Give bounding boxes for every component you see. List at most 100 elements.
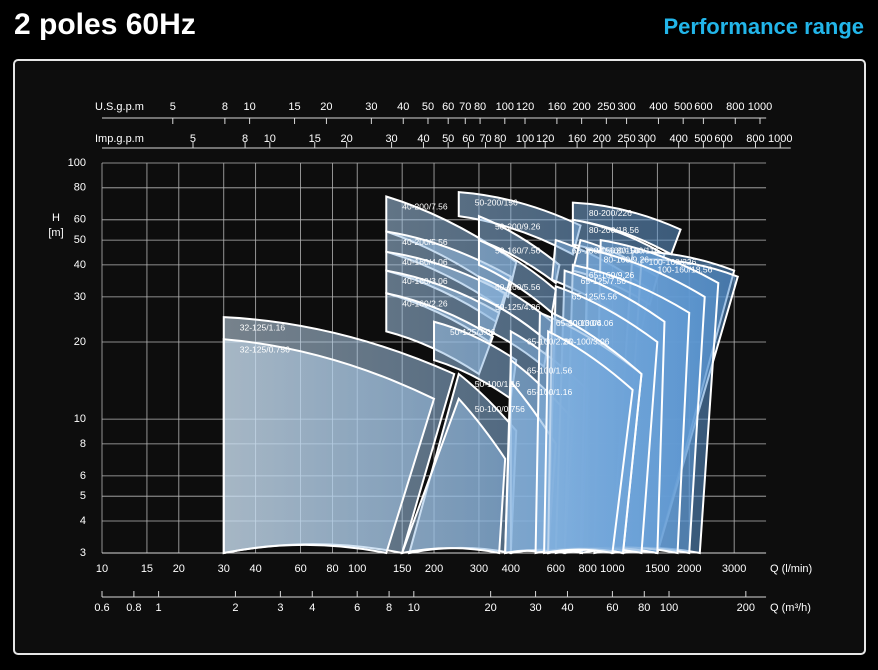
- m3h-tick-label: 20: [485, 602, 497, 614]
- range-label: 50-160/5.56: [495, 282, 541, 292]
- range-label: 50-200/9.26: [495, 221, 541, 231]
- range-label: 65-125/7.56: [581, 276, 627, 286]
- imp-gpm-tick-label: 600: [714, 133, 732, 145]
- range-label: 50-200/156: [475, 197, 518, 207]
- m3h-axis-label: Q (m³/h): [770, 602, 811, 614]
- m3h-tick-label: 30: [529, 602, 541, 614]
- us-gpm-tick-label: 8: [222, 101, 228, 113]
- regions: 32-125/1.16 32-125/0.756 40-200/7.56 40-200…: [222, 190, 740, 555]
- m3h-tick-label: 4: [309, 602, 315, 614]
- range-label: 65-160/156: [572, 245, 615, 255]
- m3h-tick-label: 3: [277, 602, 283, 614]
- x-tick-label: 20: [173, 563, 185, 575]
- us-gpm-tick-label: 500: [674, 101, 692, 113]
- range-label: 50-100/1.16: [475, 379, 521, 389]
- range-label: 40-160/4.06: [402, 257, 448, 267]
- y-tick-label: 20: [74, 336, 86, 348]
- imp-gpm-tick-label: 10: [264, 133, 276, 145]
- range-label: 80-160/9.26: [604, 255, 650, 265]
- x-tick-label: 100: [348, 563, 366, 575]
- m3h-tick-label: 40: [561, 602, 573, 614]
- x-tick-label: 60: [294, 563, 306, 575]
- us-gpm-tick-label: 300: [617, 101, 635, 113]
- range-label: 32-125/0.756: [240, 345, 290, 355]
- y-tick-label: 60: [74, 214, 86, 226]
- us-gpm-tick-label: 800: [726, 101, 744, 113]
- imp-gpm-tick-label: 40: [417, 133, 429, 145]
- m3h-tick-label: 2: [232, 602, 238, 614]
- range-label: 100-160/18.56: [657, 265, 712, 275]
- range-label: 50-160/7.56: [495, 245, 541, 255]
- range-label: 50-100/0.756: [475, 404, 525, 414]
- y-tick-label: 80: [74, 182, 86, 194]
- us-gpm-tick-label: 1000: [748, 101, 772, 113]
- x-tick-label: 1000: [600, 563, 624, 575]
- us-gpm-tick-label: 600: [694, 101, 712, 113]
- imp-gpm-tick-label: 250: [617, 133, 635, 145]
- imp-gpm-tick-label: 70: [479, 133, 491, 145]
- y-tick-label: 40: [74, 259, 86, 271]
- us-gpm-tick-label: 40: [397, 101, 409, 113]
- imp-gpm-tick-label: 20: [341, 133, 353, 145]
- us-gpm-tick-label: 10: [243, 101, 255, 113]
- imp-gpm-tick-label: 60: [462, 133, 474, 145]
- range-label: 65-100/1.56: [527, 365, 573, 375]
- y-tick-label: 8: [80, 438, 86, 450]
- imp-gpm-tick-label: 500: [694, 133, 712, 145]
- m3h-tick-label: 10: [408, 602, 420, 614]
- x-axis-label: Q (l/min): [770, 563, 812, 575]
- imp-gpm-tick-label: 400: [669, 133, 687, 145]
- y-tick-label: 50: [74, 234, 86, 246]
- us-gpm-tick-label: 250: [597, 101, 615, 113]
- range-label: 80-100/3.06: [564, 337, 610, 347]
- us-gpm-tick-label: 15: [288, 101, 300, 113]
- imp-gpm-tick-label: 120: [536, 133, 554, 145]
- x-tick-label: 15: [141, 563, 153, 575]
- imp-gpm-tick-label: 30: [385, 133, 397, 145]
- range-label: 40-200/7.56: [402, 202, 448, 212]
- us-gpm-tick-label: 30: [365, 101, 377, 113]
- range-label: 32-125/1.16: [240, 322, 286, 332]
- us-gpm-tick-label: 5: [170, 101, 176, 113]
- y-axis-unit: [m]: [48, 227, 63, 239]
- x-tick-label: 2000: [677, 563, 701, 575]
- us-gpm-tick-label: 160: [548, 101, 566, 113]
- imp-gpm-tick-label: 300: [638, 133, 656, 145]
- imp-gpm-tick-label: 5: [190, 133, 196, 145]
- y-axis-label: H: [52, 212, 60, 224]
- imp-gpm-tick-label: 200: [593, 133, 611, 145]
- us-gpm-tick-label: 400: [649, 101, 667, 113]
- x-tick-label: 400: [502, 563, 520, 575]
- range-label: 80-200/18.56: [589, 225, 639, 235]
- us-gpm-tick-label: 120: [516, 101, 534, 113]
- range-label: 40-160/2.26: [402, 299, 448, 309]
- y-tick-label: 30: [74, 291, 86, 303]
- range-label: 50-125/3.06: [450, 327, 496, 337]
- imp-gpm-tick-label: 800: [746, 133, 764, 145]
- x-tick-label: 30: [218, 563, 230, 575]
- us-gpm-tick-label: 200: [572, 101, 590, 113]
- y-tick-label: 6: [80, 470, 86, 482]
- us-gpm-tick-label: 60: [442, 101, 454, 113]
- imp-gpm-tick-label: 100: [516, 133, 534, 145]
- m3h-tick-label: 80: [638, 602, 650, 614]
- chart-subtitle: Performance range: [663, 14, 864, 39]
- range-label: 50-125/4.06: [495, 302, 541, 312]
- x-tick-label: 200: [425, 563, 443, 575]
- range-label: 80-100/4.06: [568, 318, 614, 328]
- m3h-tick-label: 0.8: [126, 602, 141, 614]
- m3h-tick-label: 6: [354, 602, 360, 614]
- y-tick-label: 10: [74, 413, 86, 425]
- range-label: 65-100/2.26: [527, 337, 573, 347]
- us-gpm-axis-label: U.S.g.p.m: [95, 101, 144, 113]
- imp-gpm-tick-label: 8: [242, 133, 248, 145]
- m3h-tick-label: 1: [156, 602, 162, 614]
- m3h-tick-label: 8: [386, 602, 392, 614]
- m3h-tick-label: 0.6: [94, 602, 109, 614]
- range-label: 40-200/5.56: [402, 237, 448, 247]
- imp-gpm-axis-label: Imp.g.p.m: [95, 133, 144, 145]
- x-tick-label: 10: [96, 563, 108, 575]
- imp-gpm-tick-label: 50: [442, 133, 454, 145]
